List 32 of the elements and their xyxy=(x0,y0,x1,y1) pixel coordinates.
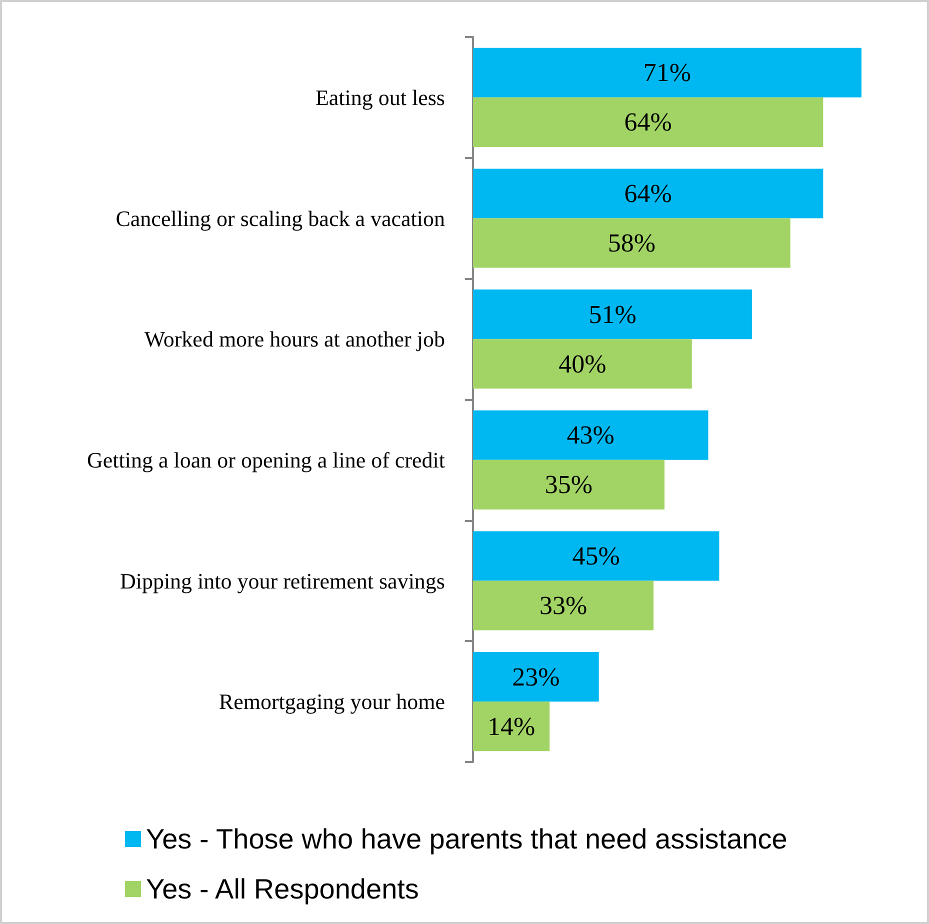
y-tick-label: Eating out less xyxy=(315,84,445,110)
data-label: 14% xyxy=(487,712,536,741)
bar xyxy=(473,339,692,389)
bar xyxy=(473,702,550,752)
legend-label: Yes - Those who have parents that need assistance xyxy=(146,824,788,854)
data-label: 43% xyxy=(566,420,614,450)
data-label: 51% xyxy=(588,300,636,329)
bar xyxy=(473,218,790,268)
data-label: 35% xyxy=(544,470,593,500)
y-tick-label: Cancelling or scaling back a vacation xyxy=(116,206,445,231)
y-tick-label: Getting a loan or opening a line of credit xyxy=(87,447,445,472)
bar xyxy=(473,48,862,98)
data-label: 45% xyxy=(572,541,620,570)
y-tick-label: Worked more hours at another job xyxy=(144,326,445,352)
data-label: 23% xyxy=(512,662,560,692)
bar xyxy=(473,168,824,218)
bar xyxy=(473,580,654,630)
bar xyxy=(473,531,720,581)
data-label: 40% xyxy=(558,349,606,378)
legend-label: Yes - All Respondents xyxy=(146,874,419,904)
data-label: 58% xyxy=(608,228,656,258)
y-tick-label: Remortgaging your home xyxy=(218,689,445,714)
bar xyxy=(473,410,708,460)
bar xyxy=(473,652,599,702)
data-label: 64% xyxy=(624,178,672,208)
data-label: 71% xyxy=(643,58,692,88)
data-label: 33% xyxy=(539,591,588,620)
bar xyxy=(473,460,664,510)
y-tick-label: Dipping into your retirement savings xyxy=(120,568,445,594)
bar xyxy=(473,290,752,340)
bar xyxy=(473,97,824,147)
data-label: 64% xyxy=(624,108,672,137)
